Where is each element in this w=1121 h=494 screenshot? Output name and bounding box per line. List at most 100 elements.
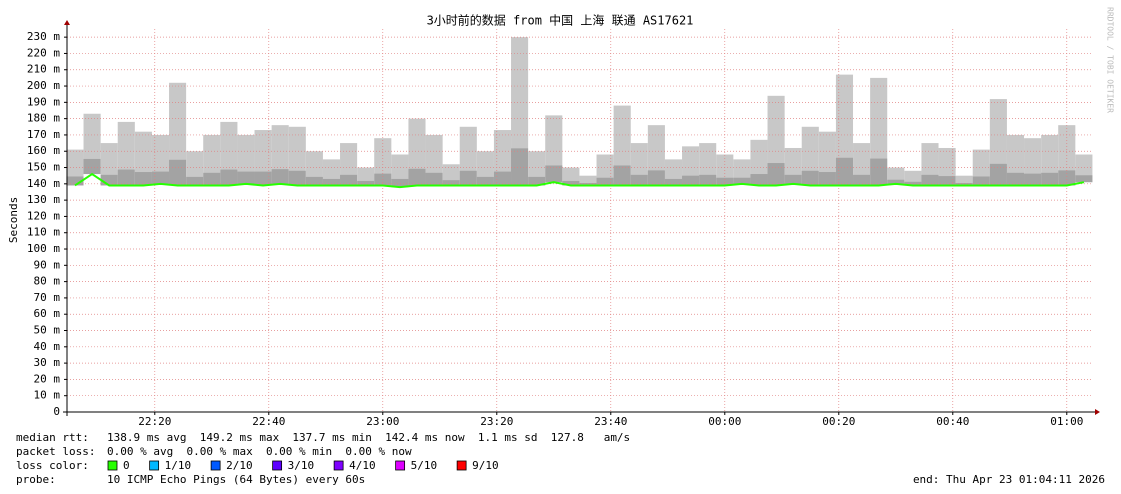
probe-label: probe: <box>16 473 56 486</box>
chart-title: 3小时前的数据 from 中国 上海 联通 AS17621 <box>427 13 694 28</box>
smoke-core <box>305 176 323 186</box>
smoke-core <box>1075 175 1093 183</box>
axis-arrow <box>64 20 70 25</box>
y-tick-label: 110 m <box>27 226 60 239</box>
smoke-core <box>459 170 477 186</box>
smoke <box>476 151 494 186</box>
loss-legend-label: 3/10 <box>288 459 315 472</box>
smoke-core <box>117 169 135 186</box>
smoke-core <box>579 183 597 186</box>
x-tick-label: 23:40 <box>594 415 627 428</box>
rrdtool-credit: RRDTOOL / TOBI OETIKER <box>1106 7 1115 113</box>
smoke-core <box>220 169 238 186</box>
loss-swatch <box>149 460 160 471</box>
y-tick-label: 200 m <box>27 79 60 92</box>
smoke-core <box>476 176 494 186</box>
smoke-core <box>818 172 836 186</box>
y-tick-label: 140 m <box>27 177 60 190</box>
smoke-core <box>83 158 101 175</box>
loss-swatch <box>107 460 118 471</box>
smoke-core <box>100 174 118 186</box>
y-tick-label: 50 m <box>34 324 61 337</box>
smoke-core <box>596 177 614 186</box>
smoke-core <box>767 163 785 186</box>
smoke-core <box>203 172 221 186</box>
y-tick-label: 30 m <box>34 356 61 369</box>
y-tick-label: 90 m <box>34 258 61 271</box>
smoke-core <box>66 176 84 186</box>
smoke-core <box>391 178 409 188</box>
y-tick-label: 230 m <box>27 30 60 43</box>
smoke-core <box>442 180 460 186</box>
x-tick-label: 00:00 <box>708 415 741 428</box>
x-tick-label: 00:20 <box>822 415 855 428</box>
smoke-core <box>887 179 905 184</box>
loss-swatch <box>210 460 221 471</box>
loss-swatch <box>456 460 467 471</box>
x-tick-label: 23:20 <box>480 415 513 428</box>
smoke-core <box>613 165 631 186</box>
y-tick-label: 10 m <box>34 389 61 402</box>
y-tick-label: 80 m <box>34 275 61 288</box>
smoke-core <box>921 174 939 186</box>
smoke-core <box>784 174 802 184</box>
smoke-core <box>511 148 529 186</box>
probe-text: 10 ICMP Echo Pings (64 Bytes) every 60s <box>107 473 365 486</box>
smoke-core <box>664 178 683 186</box>
stat-label: packet loss: <box>16 445 95 458</box>
smoke <box>408 118 426 186</box>
smoke <box>305 151 323 186</box>
smoke <box>579 175 597 186</box>
smoke-core <box>733 177 751 184</box>
smoke <box>66 149 84 186</box>
smoke-core <box>1006 172 1025 186</box>
smoke-core <box>357 180 375 186</box>
y-tick-label: 160 m <box>27 144 60 157</box>
smoke-core <box>835 157 854 186</box>
stat-label: median rtt: <box>16 431 89 444</box>
loss-legend-label: 0 <box>123 459 130 472</box>
smoke-core <box>801 170 819 186</box>
stat-text: 138.9 ms avg 149.2 ms max 137.7 ms min 1… <box>107 431 630 444</box>
loss-legend-label: 2/10 <box>226 459 253 472</box>
y-tick-label: 70 m <box>34 291 61 304</box>
smoke <box>801 126 819 186</box>
smoke-core <box>134 172 152 186</box>
y-tick-label: 0 <box>53 405 60 418</box>
smoke-core <box>562 180 580 186</box>
end-time: end: Thu Apr 23 01:04:11 2026 <box>913 473 1105 486</box>
loss-swatch <box>333 460 344 471</box>
smoke-core <box>408 168 426 186</box>
smoke-core <box>1041 172 1059 186</box>
smoke-core <box>682 175 700 186</box>
smoke-core <box>493 171 512 186</box>
loss-legend-label: 9/10 <box>472 459 499 472</box>
smoke <box>528 151 546 186</box>
y-tick-label: 220 m <box>27 46 60 59</box>
smoke-core <box>237 171 255 184</box>
smoke-core <box>870 158 888 186</box>
smoke-core <box>340 174 358 186</box>
x-tick-label: 22:20 <box>138 415 171 428</box>
smoke-core <box>904 181 922 186</box>
smoke-core <box>322 178 341 186</box>
x-tick-label: 01:00 <box>1050 415 1083 428</box>
y-tick-label: 210 m <box>27 63 60 76</box>
smoke <box>767 95 785 186</box>
smoke-core <box>151 171 170 184</box>
axis-arrow <box>1095 409 1100 415</box>
smoke-core <box>254 171 272 186</box>
smoke-core <box>938 176 956 186</box>
y-axis-label: Seconds <box>7 197 20 243</box>
smoke <box>989 99 1007 186</box>
loss-legend-label: loss color: <box>16 459 89 472</box>
smoke <box>186 151 204 186</box>
loss-legend-label: 1/10 <box>165 459 192 472</box>
y-tick-label: 170 m <box>27 128 60 141</box>
smoke-core <box>630 174 648 186</box>
smoke-core <box>853 174 871 186</box>
smoke-core <box>425 172 443 186</box>
median-line <box>74 172 1085 189</box>
loss-legend-label: 4/10 <box>349 459 376 472</box>
